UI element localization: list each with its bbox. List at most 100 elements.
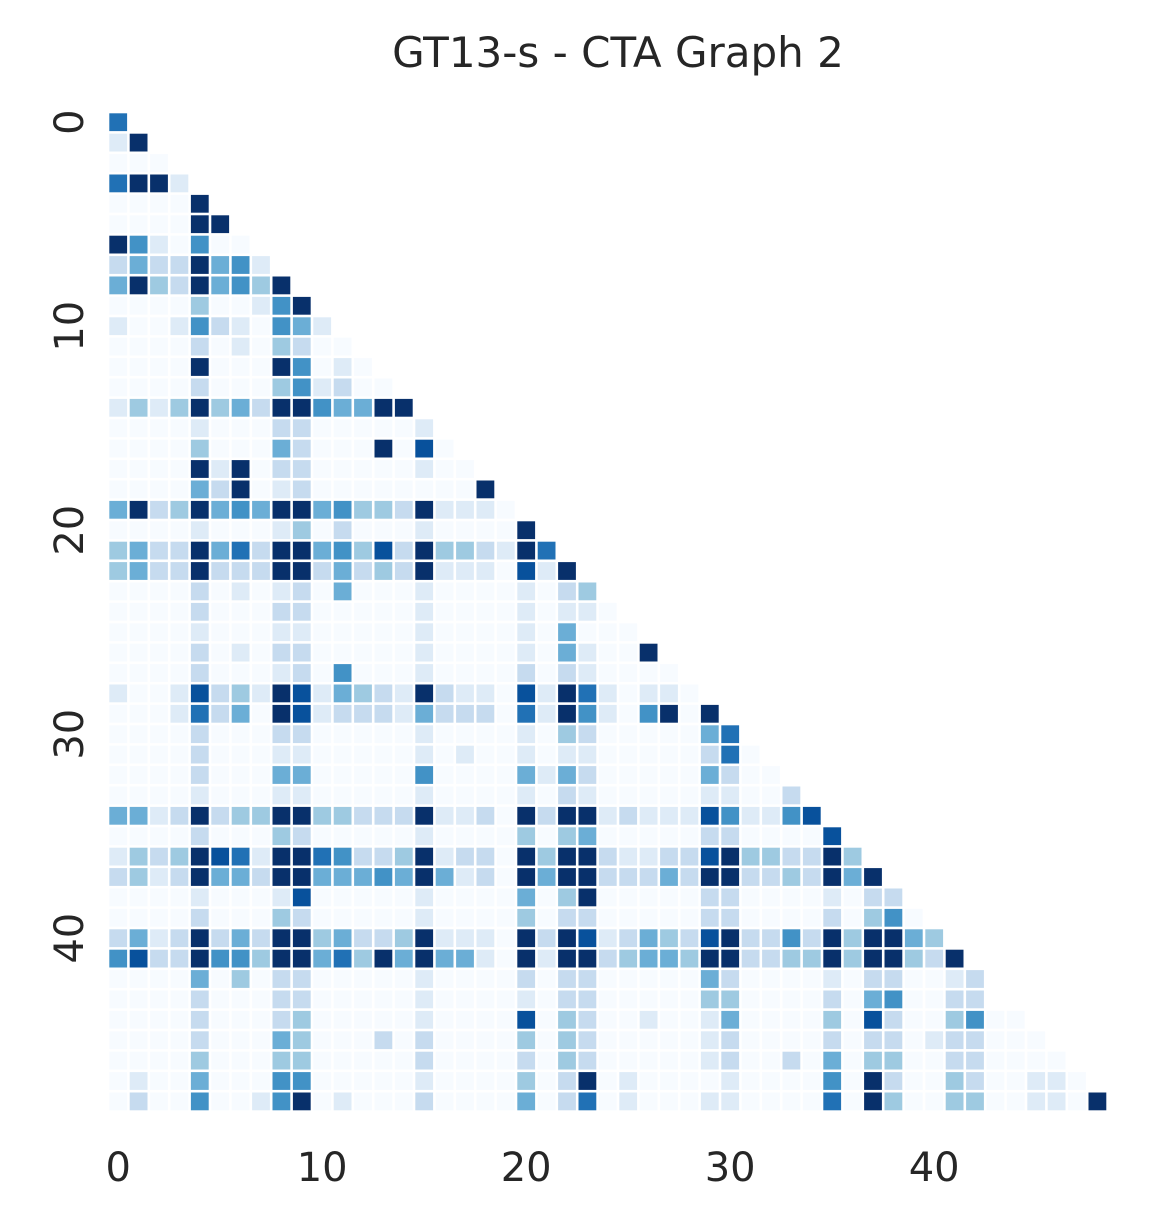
heatmap-cell-37-18 [476,868,495,886]
heatmap-cell-35-27 [660,827,678,846]
heatmap-cell-32-25 [619,766,638,784]
heatmap-cell-36-13 [374,847,393,866]
heatmap-cell-32-23 [578,766,597,784]
heatmap-cell-41-24 [598,949,617,968]
heatmap-cell-36-23 [578,847,597,866]
heatmap-cell-30-21 [537,725,556,744]
heatmap-cell-8-7 [252,276,270,295]
heatmap-cell-4-4 [190,194,209,213]
heatmap-cell-5-4 [190,215,209,234]
heatmap-cell-37-1 [129,868,148,886]
heatmap-cell-24-6 [231,602,250,621]
heatmap-cell-4-1 [129,194,148,213]
heatmap-cell-27-12 [354,664,372,682]
heatmap-cell-48-21 [537,1092,556,1111]
heatmap-cell-42-30 [721,970,740,988]
heatmap-cell-48-45 [1027,1092,1046,1111]
heatmap-cell-30-9 [292,725,311,744]
heatmap-cell-46-41 [945,1051,964,1070]
heatmap-cell-46-22 [558,1051,576,1070]
heatmap-cell-41-7 [252,949,270,968]
heatmap-cell-8-2 [150,276,168,295]
heatmap-cell-39-2 [150,908,168,927]
heatmap-cell-30-13 [374,725,393,744]
heatmap-cell-47-12 [354,1072,372,1090]
heatmap-cell-20-18 [476,521,495,540]
heatmap-cell-46-24 [598,1051,617,1070]
heatmap-cell-24-20 [517,602,536,621]
heatmap-cell-30-27 [660,725,678,744]
heatmap-cell-41-28 [680,949,699,968]
heatmap-cell-29-0 [109,704,128,723]
heatmap-cell-13-10 [313,378,332,397]
heatmap-cell-40-13 [374,929,393,948]
x-tick-label: 30 [705,1145,756,1191]
heatmap-cell-48-43 [986,1092,1005,1111]
heatmap-cell-41-32 [762,949,780,968]
heatmap-cell-36-17 [456,847,474,866]
heatmap-cell-48-17 [456,1092,474,1111]
heatmap-cell-38-24 [598,888,617,907]
heatmap-cell-34-1 [129,806,148,825]
heatmap-cell-23-11 [333,582,352,601]
heatmap-cell-41-41 [945,949,964,968]
heatmap-cell-44-20 [517,1010,536,1029]
heatmap-cell-46-21 [537,1051,556,1070]
heatmap-cell-9-9 [292,296,311,315]
heatmap-cell-22-13 [374,562,393,580]
heatmap-cell-40-32 [762,929,780,948]
heatmap-cell-47-46 [1047,1072,1066,1090]
heatmap-cell-35-25 [619,827,638,846]
heatmap-cell-40-17 [456,929,474,948]
heatmap-cell-35-16 [435,827,454,846]
heatmap-cell-26-6 [231,643,250,662]
heatmap-cell-14-9 [292,398,311,417]
heatmap-cell-39-24 [598,908,617,927]
heatmap-cell-42-4 [190,970,209,988]
heatmap-cell-34-11 [333,806,352,825]
heatmap-cell-42-23 [578,970,597,988]
heatmap-cell-46-14 [394,1051,413,1070]
heatmap-cell-29-2 [150,704,168,723]
heatmap-cell-41-27 [660,949,678,968]
heatmap-cell-21-5 [211,541,230,560]
heatmap-cell-42-42 [966,970,984,988]
heatmap-cell-26-21 [537,643,556,662]
heatmap-cell-46-26 [639,1051,658,1070]
heatmap-cell-48-40 [925,1092,944,1111]
heatmap-cell-44-24 [598,1010,617,1029]
heatmap-cell-23-16 [435,582,454,601]
heatmap-cell-44-4 [190,1010,209,1029]
heatmap-cell-40-15 [415,929,434,948]
heatmap-cell-25-24 [598,623,617,642]
heatmap-cell-34-15 [415,806,434,825]
heatmap-cell-45-0 [109,1031,128,1050]
heatmap-cell-44-14 [394,1010,413,1029]
heatmap-cell-43-20 [517,990,536,1009]
heatmap-cell-32-27 [660,766,678,784]
heatmap-cell-47-34 [802,1072,821,1090]
heatmap-cell-43-6 [231,990,250,1009]
heatmap-cell-44-9 [292,1010,311,1029]
y-tick-label: 40 [47,913,93,964]
heatmap-cell-37-22 [558,868,576,886]
y-tick-label: 20 [47,505,93,556]
heatmap-cell-25-15 [415,623,434,642]
heatmap-cell-33-1 [129,786,148,805]
heatmap-cell-26-7 [252,643,270,662]
heatmap-cell-48-15 [415,1092,434,1111]
heatmap-cell-46-35 [823,1051,842,1070]
heatmap-cell-29-23 [578,704,597,723]
heatmap-cell-48-22 [558,1092,576,1111]
heatmap-cell-42-31 [741,970,760,988]
heatmap-cell-12-1 [129,358,148,376]
heatmap-cell-43-2 [150,990,168,1009]
heatmap-cell-30-0 [109,725,128,744]
heatmap-cell-39-16 [435,908,454,927]
heatmap-cell-33-32 [762,786,780,805]
heatmap-cell-17-4 [190,460,209,478]
heatmap-cell-14-8 [272,398,291,417]
heatmap-cell-10-8 [272,317,291,336]
heatmap-cell-39-34 [802,908,821,927]
heatmap-cell-28-27 [660,684,678,703]
